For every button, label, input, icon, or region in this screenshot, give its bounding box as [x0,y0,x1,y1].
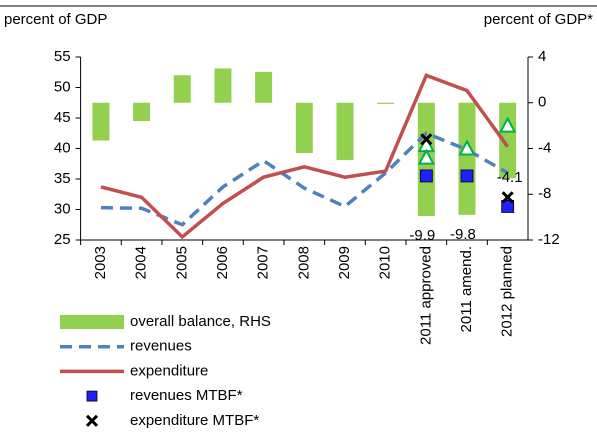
balance-bar [214,68,232,103]
triangle-marker [498,116,517,133]
legend-label: expenditure [130,362,208,379]
triangle-marker [458,139,476,156]
x-tick-label: 2005 [173,246,190,279]
y-axis-label: percent of GDP [4,11,107,28]
cross-marker [420,133,433,146]
balance-bar [255,71,273,103]
annotation: -4.1 [497,169,523,186]
cross-marker [501,191,514,204]
legend-label: expenditure MTBF* [130,412,259,429]
legend-swatch [86,390,98,402]
x-tick-label: 2009 [336,246,353,279]
x-tick-label: 2012 planned [499,246,516,337]
y-tick-label: 30 [54,200,71,217]
y2-tick-label: -8 [538,185,551,202]
legend-label: revenues MTBF* [130,387,243,404]
expenditure-line [100,73,510,240]
square-marker [419,169,433,183]
y2-tick-label: -12 [538,231,560,248]
balance-bar [458,102,476,215]
legend-swatch [85,414,99,427]
x-tick-label: 2003 [92,246,109,279]
legend-label: revenues [130,338,192,355]
y-tick-label: 45 [54,109,71,126]
y2-tick-label: 0 [538,94,546,111]
balance-bar [133,102,151,122]
legend-swatch [60,315,124,329]
triangle-marker [417,148,435,165]
x-tick-label: 2004 [133,246,150,279]
x-tick-label: 2010 [377,246,394,279]
balance-bar [92,102,110,141]
legend-label: overall balance, RHS [130,313,271,330]
y-tick-label: 40 [54,139,71,156]
y-tick-label: 35 [54,170,71,187]
balance-bar [295,102,313,154]
value-label: -9.9 [409,227,435,244]
y-tick-label: 50 [54,78,71,95]
value-label: -9.8 [450,226,476,243]
balance-bar [377,102,395,104]
balance-bar [336,102,354,160]
y2-axis-label: percent of GDP* [484,11,593,28]
y2-tick-label: 4 [538,48,546,65]
square-marker [501,200,515,213]
y2-tick-label: -4 [538,139,551,156]
balance-bar [173,75,191,103]
x-tick-label: 2011 amend. [458,246,475,332]
x-tick-label: 2008 [295,246,312,279]
y-tick-label: 55 [54,48,71,65]
y-tick-label: 25 [54,231,71,248]
x-tick-label: 2007 [255,246,272,279]
x-tick-label: 2011 approved [417,246,434,345]
square-marker [460,169,474,183]
revenues-line [100,131,509,227]
x-tick-label: 2006 [214,246,231,279]
balance-bar [499,102,517,179]
